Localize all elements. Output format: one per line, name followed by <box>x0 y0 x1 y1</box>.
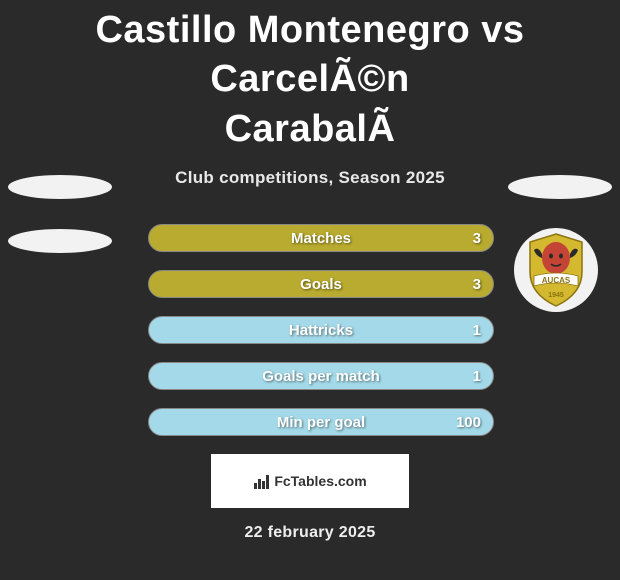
right-ellipse-1 <box>508 175 612 199</box>
stat-bar: Min per goal 100 <box>148 408 494 436</box>
stat-value: 100 <box>456 414 481 431</box>
page-title: Castillo Montenegro vs CarcelÃ©n Carabal… <box>0 0 620 154</box>
stat-row-hattricks: Hattricks 1 <box>10 316 610 344</box>
stat-label: Hattricks <box>289 322 353 339</box>
stat-row-matches: Matches 3 <box>10 224 610 252</box>
stat-row-mpg: Min per goal 100 <box>10 408 610 436</box>
fctables-logo: FcTables.com <box>253 472 366 490</box>
stat-row-goals: Goals 3 <box>10 270 610 298</box>
stat-bar: Matches 3 <box>148 224 494 252</box>
stat-row-gpm: Goals per match 1 <box>10 362 610 390</box>
stat-label: Min per goal <box>277 414 365 431</box>
title-line-2: CarabalÃ <box>225 108 396 150</box>
stats-container: Matches 3 Goals 3 Hattricks 1 Goals per … <box>0 224 620 436</box>
stat-bar: Goals 3 <box>148 270 494 298</box>
stat-bar: Goals per match 1 <box>148 362 494 390</box>
stat-value: 3 <box>473 276 481 293</box>
fctables-link[interactable]: FcTables.com <box>211 454 409 508</box>
stat-value: 1 <box>473 368 481 385</box>
stat-label: Goals per match <box>262 368 380 385</box>
stat-label: Goals <box>300 276 342 293</box>
stat-value: 1 <box>473 322 481 339</box>
bars-icon <box>253 472 271 490</box>
title-line-1: Castillo Montenegro vs CarcelÃ©n <box>95 9 524 100</box>
stat-value: 3 <box>473 230 481 247</box>
date-text: 22 february 2025 <box>0 524 620 542</box>
fctables-text: FcTables.com <box>274 473 366 489</box>
stat-bar: Hattricks 1 <box>148 316 494 344</box>
left-ellipse-1 <box>8 175 112 199</box>
stat-label: Matches <box>291 230 351 247</box>
